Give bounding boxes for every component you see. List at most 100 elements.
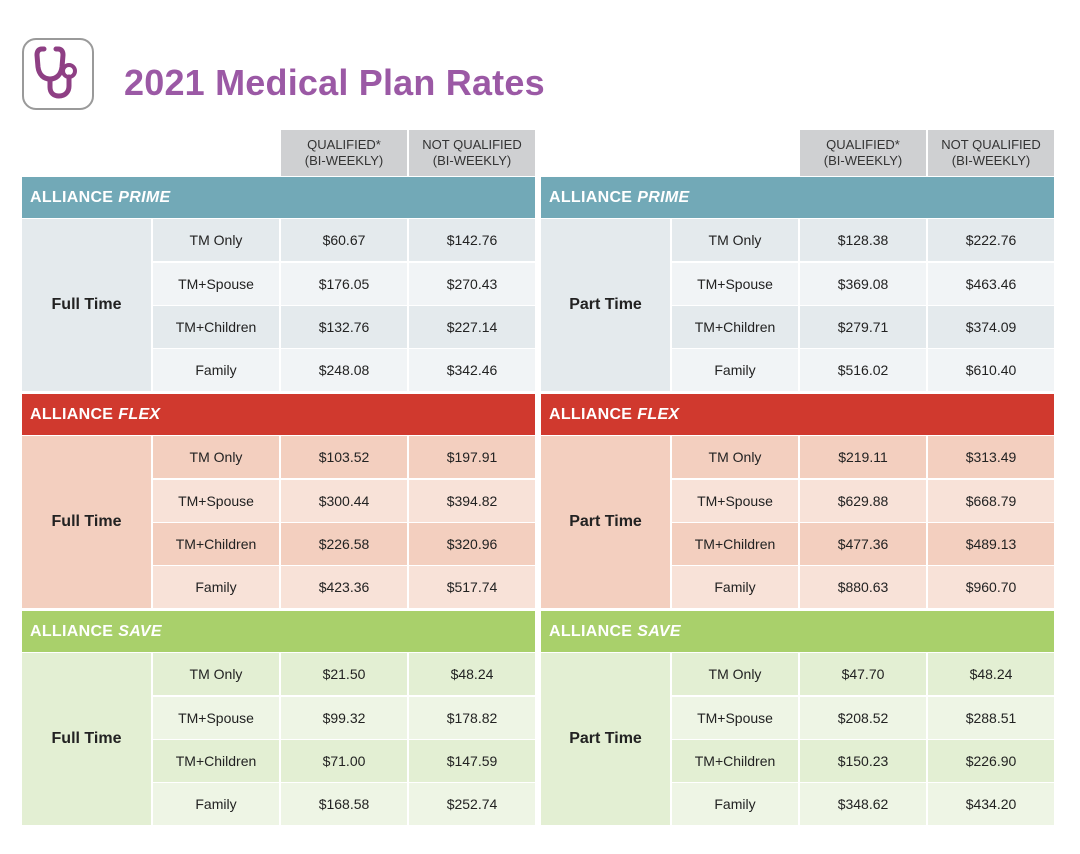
not-qualified-rate: $394.82 bbox=[409, 480, 535, 522]
not-qualified-rate: $222.76 bbox=[928, 219, 1054, 261]
coverage-tier: Family bbox=[153, 349, 279, 391]
not-qualified-rate: $668.79 bbox=[928, 480, 1054, 522]
not-qualified-rate: $960.70 bbox=[928, 566, 1054, 608]
qualified-rate: $208.52 bbox=[800, 697, 926, 739]
plan-section-prime: ALLIANCE PRIME Full Time TM Only $60.67 … bbox=[22, 177, 535, 393]
coverage-tier: TM Only bbox=[672, 219, 798, 261]
not-qualified-rate: $48.24 bbox=[928, 653, 1054, 695]
not-qualified-rate: $142.76 bbox=[409, 219, 535, 261]
not-qualified-rate: $252.74 bbox=[409, 783, 535, 825]
coverage-tier: TM+Spouse bbox=[153, 697, 279, 739]
qualified-rate: $150.23 bbox=[800, 740, 926, 782]
not-qualified-rate: $489.13 bbox=[928, 523, 1054, 565]
qualified-rate: $516.02 bbox=[800, 349, 926, 391]
qualified-column-header: QUALIFIED* (BI-WEEKLY) bbox=[800, 130, 926, 176]
full-time-rates-panel: QUALIFIED* (BI-WEEKLY) NOT QUALIFIED (BI… bbox=[22, 130, 535, 827]
employment-label: Part Time bbox=[541, 219, 670, 391]
not-qualified-rate: $270.43 bbox=[409, 263, 535, 305]
plan-section-prime: ALLIANCE PRIME Part Time TM Only $128.38… bbox=[541, 177, 1054, 393]
plan-band: ALLIANCE FLEX bbox=[541, 394, 1054, 435]
qualified-rate: $248.08 bbox=[281, 349, 407, 391]
logo-box bbox=[22, 38, 94, 110]
not-qualified-rate: $226.90 bbox=[928, 740, 1054, 782]
not-qualified-rate: $320.96 bbox=[409, 523, 535, 565]
not-qualified-rate: $610.40 bbox=[928, 349, 1054, 391]
coverage-tier: TM Only bbox=[153, 653, 279, 695]
not-qualified-column-header: NOT QUALIFIED (BI-WEEKLY) bbox=[409, 130, 535, 176]
qualified-rate: $880.63 bbox=[800, 566, 926, 608]
rate-grid: Full Time TM Only $60.67 $142.76 TM+Spou… bbox=[22, 219, 535, 393]
coverage-tier: TM Only bbox=[672, 653, 798, 695]
plan-band: ALLIANCE FLEX bbox=[22, 394, 535, 435]
part-time-rates-panel: QUALIFIED* (BI-WEEKLY) NOT QUALIFIED (BI… bbox=[541, 130, 1054, 827]
qualified-rate: $71.00 bbox=[281, 740, 407, 782]
coverage-tier: TM+Children bbox=[153, 306, 279, 348]
qualified-rate: $47.70 bbox=[800, 653, 926, 695]
not-qualified-rate: $147.59 bbox=[409, 740, 535, 782]
coverage-tier: Family bbox=[153, 566, 279, 608]
not-qualified-rate: $48.24 bbox=[409, 653, 535, 695]
rate-grid: Part Time TM Only $219.11 $313.49 TM+Spo… bbox=[541, 436, 1054, 610]
coverage-tier: TM+Spouse bbox=[672, 480, 798, 522]
qualified-rate: $348.62 bbox=[800, 783, 926, 825]
not-qualified-column-header: NOT QUALIFIED (BI-WEEKLY) bbox=[928, 130, 1054, 176]
qualified-rate: $168.58 bbox=[281, 783, 407, 825]
coverage-tier: Family bbox=[153, 783, 279, 825]
coverage-tier: Family bbox=[672, 349, 798, 391]
qualified-rate: $279.71 bbox=[800, 306, 926, 348]
column-headers: QUALIFIED* (BI-WEEKLY) NOT QUALIFIED (BI… bbox=[22, 130, 535, 176]
plan-band: ALLIANCE PRIME bbox=[22, 177, 535, 218]
qualified-column-header: QUALIFIED* (BI-WEEKLY) bbox=[281, 130, 407, 176]
qualified-rate: $99.32 bbox=[281, 697, 407, 739]
plan-band: ALLIANCE PRIME bbox=[541, 177, 1054, 218]
coverage-tier: TM+Children bbox=[153, 523, 279, 565]
stethoscope-icon bbox=[32, 43, 84, 106]
not-qualified-rate: $517.74 bbox=[409, 566, 535, 608]
coverage-tier: TM+Children bbox=[672, 523, 798, 565]
not-qualified-rate: $227.14 bbox=[409, 306, 535, 348]
not-qualified-rate: $197.91 bbox=[409, 436, 535, 478]
not-qualified-rate: $342.46 bbox=[409, 349, 535, 391]
qualified-rate: $477.36 bbox=[800, 523, 926, 565]
qualified-rate: $629.88 bbox=[800, 480, 926, 522]
employment-label: Full Time bbox=[22, 436, 151, 608]
rate-grid: Part Time TM Only $47.70 $48.24 TM+Spous… bbox=[541, 653, 1054, 827]
qualified-rate: $369.08 bbox=[800, 263, 926, 305]
plan-band: ALLIANCE SAVE bbox=[541, 611, 1054, 652]
coverage-tier: TM+Spouse bbox=[153, 263, 279, 305]
qualified-rate: $300.44 bbox=[281, 480, 407, 522]
coverage-tier: Family bbox=[672, 783, 798, 825]
qualified-rate: $21.50 bbox=[281, 653, 407, 695]
coverage-tier: TM Only bbox=[153, 219, 279, 261]
qualified-rate: $423.36 bbox=[281, 566, 407, 608]
employment-label: Part Time bbox=[541, 653, 670, 825]
coverage-tier: TM+Spouse bbox=[672, 263, 798, 305]
plan-section-flex: ALLIANCE FLEX Part Time TM Only $219.11 … bbox=[541, 394, 1054, 610]
qualified-rate: $128.38 bbox=[800, 219, 926, 261]
qualified-rate: $60.67 bbox=[281, 219, 407, 261]
not-qualified-rate: $288.51 bbox=[928, 697, 1054, 739]
employment-label: Full Time bbox=[22, 653, 151, 825]
coverage-tier: TM Only bbox=[672, 436, 798, 478]
coverage-tier: TM+Spouse bbox=[672, 697, 798, 739]
employment-label: Part Time bbox=[541, 436, 670, 608]
rate-grid: Part Time TM Only $128.38 $222.76 TM+Spo… bbox=[541, 219, 1054, 393]
qualified-rate: $103.52 bbox=[281, 436, 407, 478]
column-headers: QUALIFIED* (BI-WEEKLY) NOT QUALIFIED (BI… bbox=[541, 130, 1054, 176]
coverage-tier: Family bbox=[672, 566, 798, 608]
not-qualified-rate: $178.82 bbox=[409, 697, 535, 739]
plan-section-save: ALLIANCE SAVE Part Time TM Only $47.70 $… bbox=[541, 611, 1054, 827]
coverage-tier: TM Only bbox=[153, 436, 279, 478]
plan-section-save: ALLIANCE SAVE Full Time TM Only $21.50 $… bbox=[22, 611, 535, 827]
qualified-rate: $132.76 bbox=[281, 306, 407, 348]
qualified-rate: $219.11 bbox=[800, 436, 926, 478]
plan-band: ALLIANCE SAVE bbox=[22, 611, 535, 652]
plan-section-flex: ALLIANCE FLEX Full Time TM Only $103.52 … bbox=[22, 394, 535, 610]
coverage-tier: TM+Children bbox=[672, 740, 798, 782]
rate-grid: Full Time TM Only $103.52 $197.91 TM+Spo… bbox=[22, 436, 535, 610]
rate-grid: Full Time TM Only $21.50 $48.24 TM+Spous… bbox=[22, 653, 535, 827]
not-qualified-rate: $374.09 bbox=[928, 306, 1054, 348]
coverage-tier: TM+Children bbox=[153, 740, 279, 782]
not-qualified-rate: $463.46 bbox=[928, 263, 1054, 305]
qualified-rate: $226.58 bbox=[281, 523, 407, 565]
